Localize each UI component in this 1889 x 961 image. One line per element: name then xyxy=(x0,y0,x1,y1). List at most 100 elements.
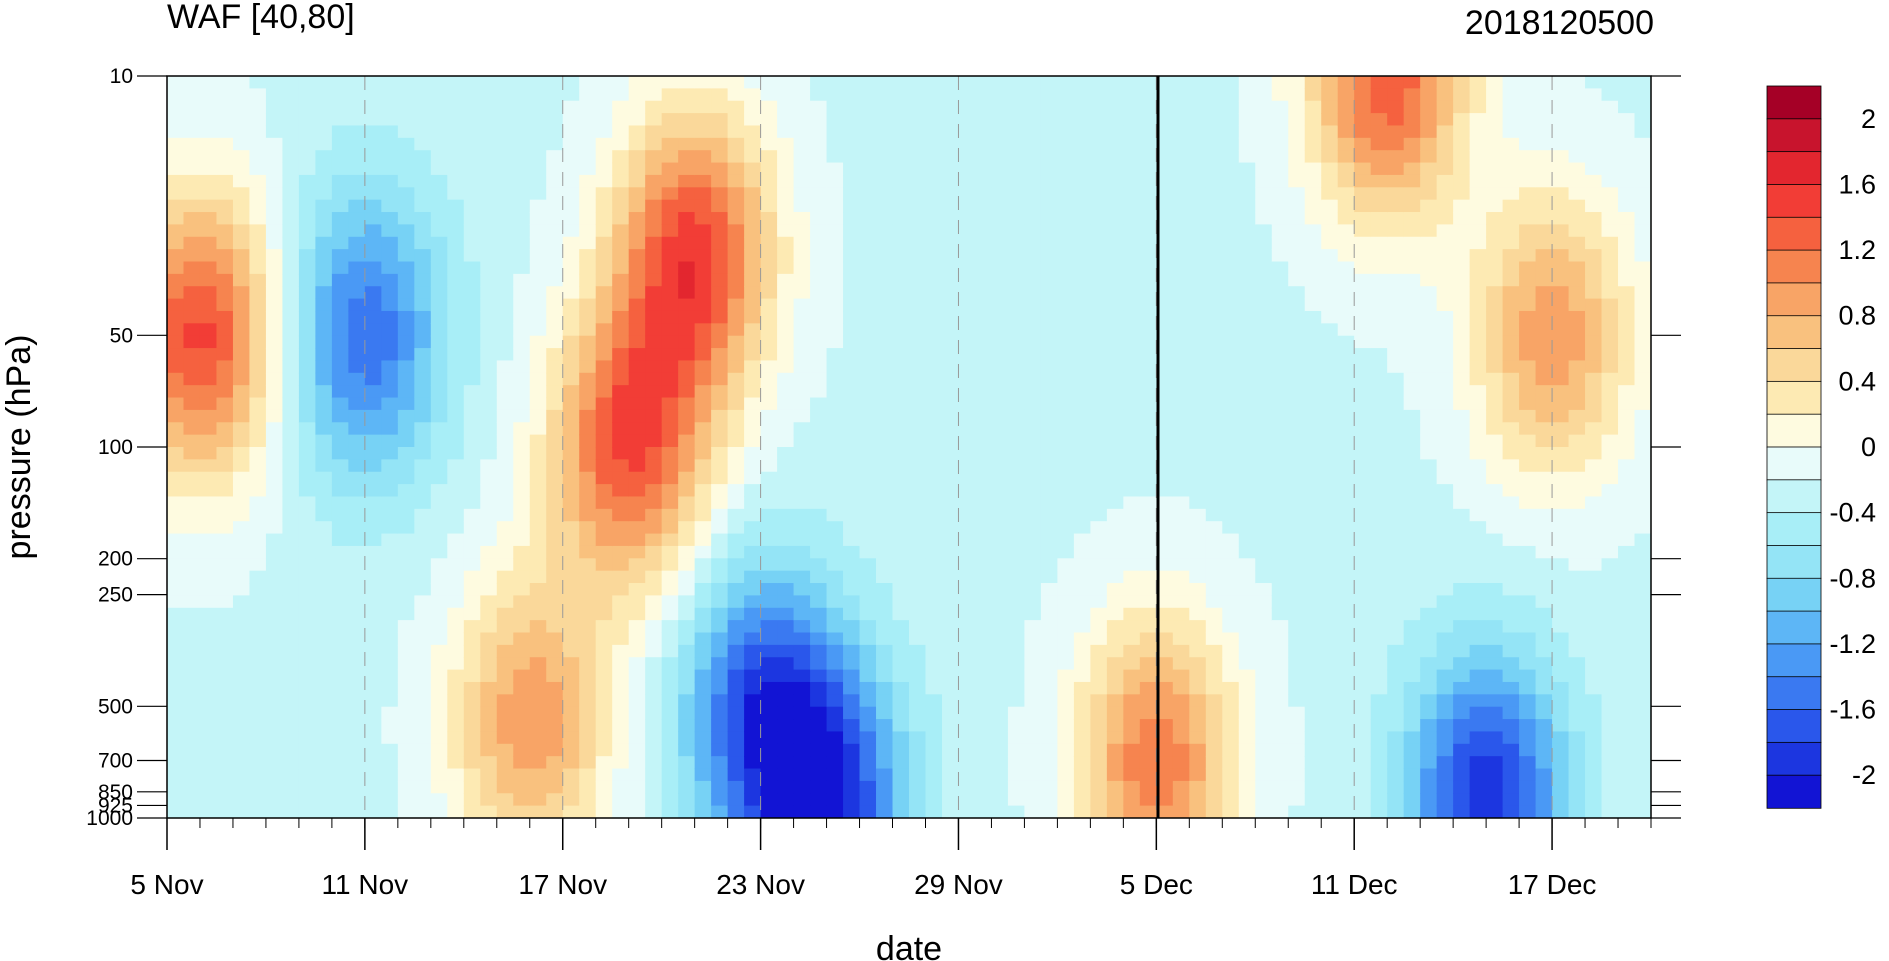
field-cell xyxy=(826,805,844,818)
field-cell xyxy=(711,187,729,201)
field-cell xyxy=(1519,150,1537,164)
field-cell xyxy=(1354,434,1372,448)
field-cell xyxy=(1073,583,1091,596)
field-cell xyxy=(727,199,745,213)
field-cell xyxy=(529,459,547,473)
field-cell xyxy=(1106,385,1124,399)
field-cell xyxy=(1040,768,1058,782)
field-cell xyxy=(1222,310,1240,324)
field-cell xyxy=(1205,348,1223,362)
field-cell xyxy=(1172,657,1190,671)
field-cell xyxy=(1370,261,1388,275)
field-cell xyxy=(1007,719,1026,733)
field-cell xyxy=(348,533,366,547)
field-cell xyxy=(529,657,547,671)
field-cell xyxy=(1007,681,1026,695)
field-cell xyxy=(876,447,894,460)
field-cell xyxy=(348,174,366,188)
field-cell xyxy=(1172,768,1190,782)
field-cell xyxy=(364,348,382,362)
field-cell xyxy=(397,805,415,818)
field-cell xyxy=(216,545,234,559)
field-cell xyxy=(364,545,382,559)
field-cell xyxy=(282,224,300,238)
field-cell xyxy=(430,521,448,535)
field-cell xyxy=(925,521,943,535)
field-cell xyxy=(1172,595,1190,609)
field-cell xyxy=(760,335,778,349)
field-cell xyxy=(991,583,1009,596)
field-cell xyxy=(727,620,745,634)
field-cell xyxy=(991,385,1009,399)
field-cell xyxy=(1057,558,1075,572)
field-cell xyxy=(1024,657,1042,671)
field-cell xyxy=(1271,335,1289,349)
field-cell xyxy=(1106,150,1124,164)
field-cell xyxy=(463,236,481,250)
field-cell xyxy=(315,459,333,473)
field-cell xyxy=(447,681,465,695)
field-cell xyxy=(1370,113,1388,127)
field-cell xyxy=(1436,385,1454,399)
field-cell xyxy=(546,583,564,596)
field-cell xyxy=(1057,224,1075,238)
field-cell xyxy=(496,385,514,399)
field-cell xyxy=(1519,212,1537,225)
field-cell xyxy=(1436,113,1454,127)
field-cell xyxy=(463,187,481,201)
field-cell xyxy=(1090,545,1108,559)
field-cell xyxy=(645,174,663,188)
field-cell xyxy=(513,199,531,213)
field-cell xyxy=(282,150,300,164)
field-cell xyxy=(958,558,976,572)
field-cell xyxy=(1337,261,1355,275)
field-cell xyxy=(711,471,729,485)
field-cell xyxy=(628,743,646,757)
field-cell xyxy=(430,607,448,621)
field-cell xyxy=(315,335,333,349)
field-cell xyxy=(199,199,218,213)
field-cell xyxy=(859,756,877,770)
field-cell xyxy=(364,484,382,498)
field-cell xyxy=(1304,100,1322,114)
field-cell xyxy=(381,261,399,275)
field-cell xyxy=(1436,125,1454,139)
field-cell xyxy=(793,409,811,423)
field-cell xyxy=(1535,224,1553,238)
field-cell xyxy=(777,719,795,733)
field-cell xyxy=(1519,76,1537,89)
field-cell xyxy=(199,558,218,572)
field-cell xyxy=(1205,125,1223,139)
field-cell xyxy=(1007,372,1026,386)
field-cell xyxy=(1139,496,1157,510)
field-cell xyxy=(1057,335,1075,349)
field-cell xyxy=(216,644,234,658)
field-cell xyxy=(1255,422,1273,436)
field-cell xyxy=(628,310,646,324)
field-cell xyxy=(628,508,646,522)
field-cell xyxy=(249,447,267,460)
field-cell xyxy=(579,731,597,745)
field-cell xyxy=(282,607,300,621)
field-cell xyxy=(199,545,218,559)
field-cell xyxy=(348,261,366,275)
field-cell xyxy=(331,657,349,671)
field-cell xyxy=(414,471,432,485)
field-cell xyxy=(1354,459,1372,473)
field-cell xyxy=(167,261,185,275)
field-cell xyxy=(496,298,514,312)
field-cell xyxy=(744,793,762,807)
field-cell xyxy=(1189,212,1207,225)
field-cell xyxy=(1321,459,1339,473)
field-cell xyxy=(1040,644,1058,658)
field-cell xyxy=(810,125,828,139)
field-cell xyxy=(1469,471,1487,485)
field-cell xyxy=(694,756,712,770)
field-cell xyxy=(364,805,382,818)
field-cell xyxy=(760,780,778,794)
field-cell xyxy=(694,607,712,621)
field-cell xyxy=(941,137,960,151)
field-cell xyxy=(595,607,613,621)
field-cell xyxy=(1304,249,1322,263)
field-cell xyxy=(727,583,745,596)
